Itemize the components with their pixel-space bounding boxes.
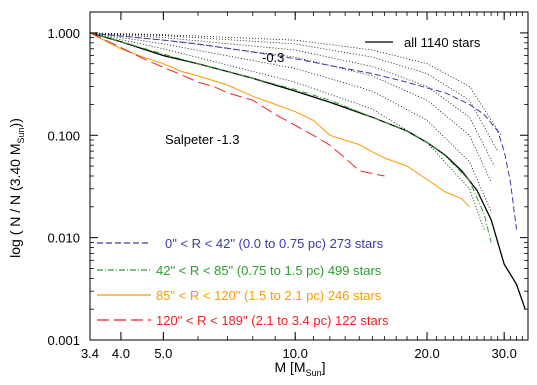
x-axis-title: M [MSun] xyxy=(274,359,325,378)
series-r2 xyxy=(89,32,470,208)
series-r3 xyxy=(89,32,385,177)
legend-label-r1: 42" < R < 85" (0.75 to 1.5 pc) 499 stars xyxy=(156,263,382,278)
y-tick-label: 0.001 xyxy=(47,333,80,348)
series-r1 xyxy=(89,32,492,243)
legend-label-r0: 0" < R < 42" (0.0 to 0.75 pc) 273 stars xyxy=(165,236,384,251)
y-tick-label: 1.000 xyxy=(47,26,80,41)
x-tick-label: 20.0 xyxy=(414,346,439,361)
legend-top-label: all 1140 stars xyxy=(404,35,481,50)
annotation-slope-0-3: -0.3 xyxy=(262,50,284,65)
series-alpha-5 xyxy=(89,32,492,212)
series-alpha-1 xyxy=(89,32,492,183)
legend-top: all 1140 stars xyxy=(365,35,481,50)
x-tick-label: 10.0 xyxy=(283,346,308,361)
axis-ticks: 3.4 4.0 5.0 10.0 20.0 30.0 0.001 0.010 0.100 1.00… xyxy=(47,12,528,361)
series-alpha-4 xyxy=(89,32,502,136)
x-tick-label: 30.0 xyxy=(492,346,517,361)
x-tick-label: 5.0 xyxy=(154,346,172,361)
y-tick-label: 0.100 xyxy=(47,128,80,143)
x-tick-label: 4.0 xyxy=(112,346,130,361)
legend-label-r2: 85" < R < 120" (1.5 to 2.1 pc) 246 stars xyxy=(156,288,382,303)
series-alpha-6 xyxy=(89,32,485,230)
y-tick-label: 0.010 xyxy=(47,231,80,246)
annotation-salpeter: Salpeter -1.3 xyxy=(165,132,239,147)
x-tick-label: 3.4 xyxy=(81,346,99,361)
y-axis-title: log ( N / N (3.40 MSun)) xyxy=(7,118,26,258)
legend-label-r3: 120" < R < 189" (2.1 to 3.4 pc) 122 star… xyxy=(156,313,389,328)
plot-lines xyxy=(89,32,526,310)
series-r0 xyxy=(89,32,517,230)
legend-bottom: 0" < R < 42" (0.0 to 0.75 pc) 273 stars … xyxy=(97,236,389,328)
series-alpha-2 xyxy=(89,32,495,167)
